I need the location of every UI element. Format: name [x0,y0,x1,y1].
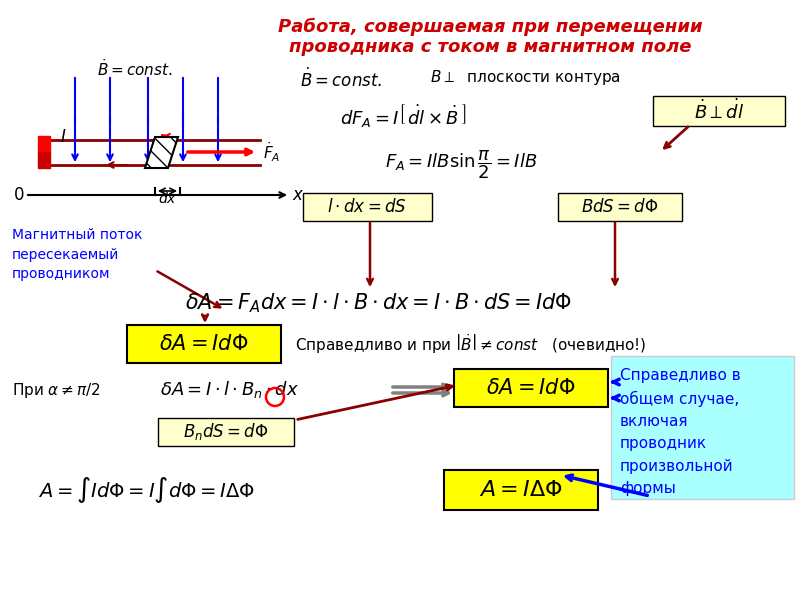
Text: $\dot{B} = const.$: $\dot{B} = const.$ [300,68,382,91]
FancyBboxPatch shape [558,193,682,221]
Text: Справедливо и при $\left|\dot{B}\right| \neq const$   (очевидно!): Справедливо и при $\left|\dot{B}\right| … [295,332,646,356]
Text: $B \perp$  плоскости контура: $B \perp$ плоскости контура [430,68,621,87]
Text: $l$: $l$ [152,145,158,161]
Text: При $\alpha \neq \pi/2$: При $\alpha \neq \pi/2$ [12,380,101,400]
Text: $\delta A = I \cdot l \cdot B_n \cdot dx$: $\delta A = I \cdot l \cdot B_n \cdot dx… [160,379,299,401]
Text: $A = I\Delta\Phi$: $A = I\Delta\Phi$ [479,480,563,500]
Text: $\dot{B} \perp \dot{dl}$: $\dot{B} \perp \dot{dl}$ [694,99,744,123]
Text: Магнитный поток
пересекаемый
проводником: Магнитный поток пересекаемый проводником [12,228,142,281]
Polygon shape [145,137,178,168]
FancyBboxPatch shape [303,193,432,221]
Text: $BdS = d\Phi$: $BdS = d\Phi$ [582,198,658,216]
Text: $\dot{B} = const.$: $\dot{B} = const.$ [97,58,173,79]
Text: $\dot{F}_A$: $\dot{F}_A$ [263,140,281,164]
Text: $\delta A = F_A dx = I \cdot l \cdot B \cdot dx = I \cdot B \cdot dS = Id\Phi$: $\delta A = F_A dx = I \cdot l \cdot B \… [185,291,572,315]
Text: $l \cdot dx = dS$: $l \cdot dx = dS$ [327,198,407,216]
Text: $I$: $I$ [60,128,66,146]
Text: проводника с током в магнитном поле: проводника с током в магнитном поле [289,38,691,56]
FancyBboxPatch shape [454,369,608,407]
FancyBboxPatch shape [158,418,294,446]
FancyBboxPatch shape [444,470,598,510]
Bar [38,136,50,152]
Text: Справедливо в
общем случае,
включая
проводник
произвольной
формы: Справедливо в общем случае, включая пров… [620,368,741,496]
FancyBboxPatch shape [127,325,281,363]
Text: $\delta A = Id\Phi$: $\delta A = Id\Phi$ [159,334,249,354]
FancyBboxPatch shape [611,356,794,499]
Text: $A = \int Id\Phi = I\int d\Phi = I\Delta\Phi$: $A = \int Id\Phi = I\int d\Phi = I\Delta… [38,475,255,505]
FancyBboxPatch shape [653,96,785,126]
Text: Работа, совершаемая при перемещении: Работа, совершаемая при перемещении [278,18,702,36]
Text: $\delta A = Id\Phi$: $\delta A = Id\Phi$ [486,378,576,398]
Text: $x$: $x$ [292,186,305,204]
Text: $F_A = IlB\sin\dfrac{\pi}{2} = IlB$: $F_A = IlB\sin\dfrac{\pi}{2} = IlB$ [385,148,538,181]
Text: −: − [38,152,50,167]
Text: $dF_A = I\left[\,\dot{dl} \times \dot{B}\,\right]$: $dF_A = I\left[\,\dot{dl} \times \dot{B}… [340,103,466,130]
Bar [38,152,50,168]
Text: +: + [38,137,50,151]
Text: $0$: $0$ [13,186,24,204]
Text: $dx$: $dx$ [158,191,177,206]
Text: $B_n dS = d\Phi$: $B_n dS = d\Phi$ [183,421,269,443]
